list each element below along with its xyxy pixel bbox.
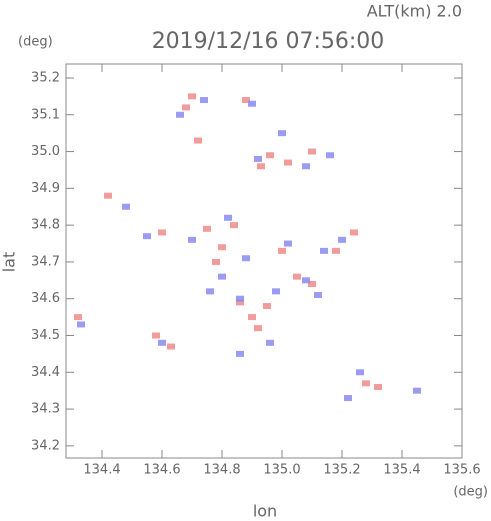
echo-point — [212, 258, 220, 265]
echo-point — [302, 277, 310, 284]
echo-point — [254, 155, 262, 162]
y-tick-label: 35.2 — [31, 70, 60, 85]
y-tick-label: 34.5 — [31, 328, 60, 343]
echo-point — [74, 314, 82, 321]
x-axis-label: lon — [253, 502, 277, 521]
echo-point — [248, 314, 256, 321]
y-tick-label: 34.7 — [31, 254, 60, 269]
echo-point — [284, 159, 292, 166]
echo-point — [248, 100, 256, 107]
x-unit: (deg) — [453, 485, 488, 500]
y-tick-label: 35.1 — [31, 107, 60, 122]
echo-point — [122, 203, 130, 210]
y-tick-label: 34.3 — [31, 402, 60, 417]
echo-point — [314, 292, 322, 299]
echo-point — [308, 148, 316, 155]
echo-point — [200, 97, 208, 104]
y-tick-label: 34.2 — [31, 438, 60, 453]
echo-point — [182, 104, 190, 111]
echo-point — [167, 343, 175, 350]
echo-point — [176, 111, 184, 118]
plot-frame — [65, 63, 463, 459]
echo-point — [332, 247, 340, 254]
echo-point — [320, 247, 328, 254]
x-tick-label: 135.6 — [443, 463, 480, 478]
echo-point — [326, 152, 334, 159]
echo-point — [206, 288, 214, 295]
x-tick-label: 134.4 — [83, 463, 120, 478]
echo-point — [284, 240, 292, 247]
echo-point — [263, 303, 271, 310]
echo-point — [257, 163, 265, 170]
echo-point — [272, 288, 280, 295]
y-axis-label: lat — [0, 252, 19, 273]
echo-point — [158, 339, 166, 346]
echo-point — [236, 299, 244, 306]
echo-point — [194, 137, 202, 144]
echo-point — [338, 236, 346, 243]
echo-point — [218, 273, 226, 280]
echo-point — [158, 229, 166, 236]
y-unit: (deg) — [18, 35, 53, 50]
echo-point — [224, 214, 232, 221]
x-tick-label: 135.2 — [323, 463, 360, 478]
x-tick-label: 135.0 — [263, 463, 300, 478]
y-tick-label: 35.0 — [31, 144, 60, 159]
echo-point — [218, 244, 226, 251]
y-tick-label: 34.4 — [31, 365, 60, 380]
echo-point — [188, 93, 196, 100]
chart-title: 2019/12/16 07:56:00 — [152, 29, 385, 54]
echo-point — [242, 255, 250, 262]
echo-point — [362, 380, 370, 387]
echo-point — [302, 163, 310, 170]
echo-point — [236, 350, 244, 357]
echo-point — [278, 247, 286, 254]
echo-point — [356, 369, 364, 376]
echo-point — [143, 233, 151, 240]
y-tick-label: 34.6 — [31, 291, 60, 306]
echo-point — [374, 383, 382, 390]
echo-point — [203, 225, 211, 232]
x-tick-label: 135.4 — [383, 463, 420, 478]
echo-point — [308, 280, 316, 287]
echo-point — [344, 395, 352, 402]
echo-point — [236, 295, 244, 302]
echo-point — [77, 321, 85, 328]
echo-point — [188, 236, 196, 243]
y-tick-label: 34.8 — [31, 218, 60, 233]
echo-point — [278, 130, 286, 137]
echo-point — [254, 325, 262, 332]
echo-point — [413, 387, 421, 394]
subtitle: ALT(km) 2.0 — [367, 2, 462, 21]
echo-point — [242, 97, 250, 104]
echo-point — [230, 222, 238, 229]
y-tick-label: 34.9 — [31, 181, 60, 196]
echo-point — [152, 332, 160, 339]
echo-point — [104, 192, 112, 199]
echo-point — [266, 152, 274, 159]
x-tick-label: 134.6 — [143, 463, 180, 478]
echo-point — [350, 229, 358, 236]
x-tick-label: 134.8 — [203, 463, 240, 478]
echo-point — [266, 339, 274, 346]
echo-point — [293, 273, 301, 280]
